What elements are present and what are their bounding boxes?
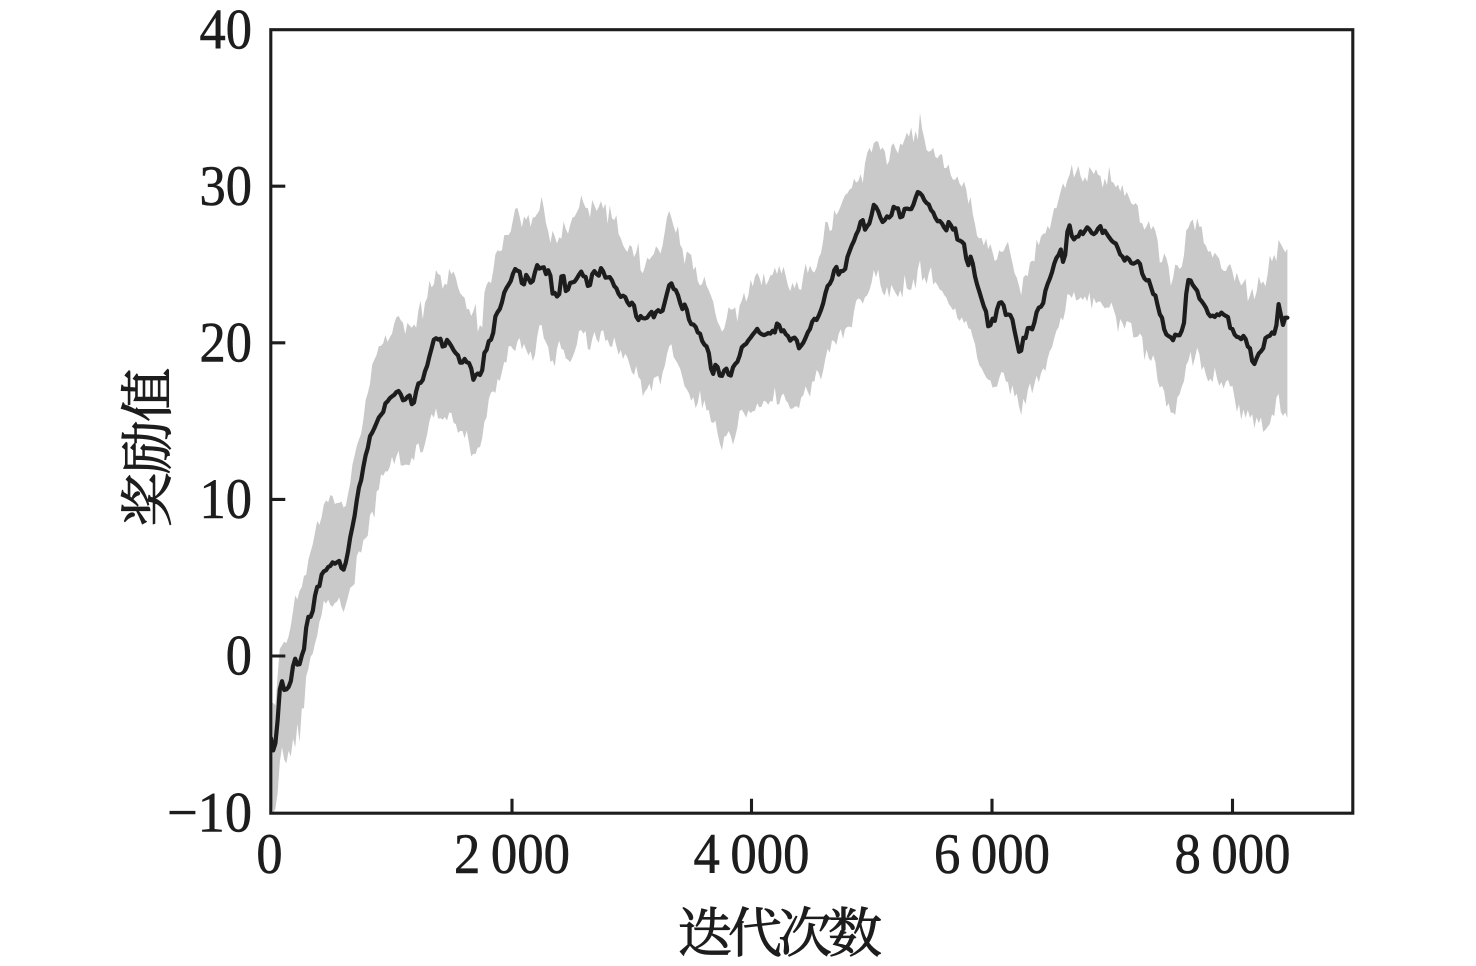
svg-text:40: 40 <box>200 0 253 61</box>
svg-text:8 000: 8 000 <box>1175 823 1291 886</box>
svg-text:0: 0 <box>256 823 282 886</box>
svg-text:6 000: 6 000 <box>934 823 1050 886</box>
svg-text:0: 0 <box>226 625 252 688</box>
svg-text:30: 30 <box>200 155 253 218</box>
svg-text:2 000: 2 000 <box>454 823 570 886</box>
svg-text:20: 20 <box>200 312 253 375</box>
svg-text:10: 10 <box>200 468 253 531</box>
svg-text:−10: −10 <box>167 781 252 844</box>
svg-text:4 000: 4 000 <box>694 823 810 886</box>
